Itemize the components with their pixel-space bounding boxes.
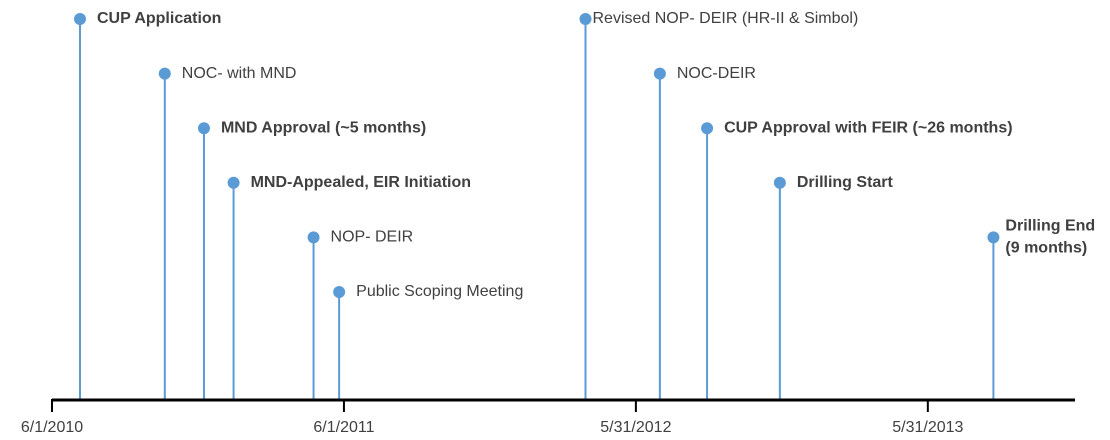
x-tick-label: 5/31/2012 [600, 419, 671, 436]
event-dot [197, 122, 210, 135]
event-dot [773, 176, 786, 189]
event-dot [701, 122, 714, 135]
event-dot [307, 231, 320, 244]
x-tick-label: 5/31/2013 [892, 419, 963, 436]
event-label: CUP Approval with FEIR (~26 months) [724, 119, 1012, 136]
event-label: NOP- DEIR [331, 229, 414, 246]
event-dot [73, 13, 86, 25]
event-dot [987, 231, 1000, 244]
event-label: MND-Appealed, EIR Initiation [251, 174, 471, 191]
event-dot [653, 67, 666, 80]
x-tick-label: 6/1/2010 [21, 419, 83, 436]
event-label: CUP Application [97, 10, 221, 27]
event-label: (9 months) [1005, 240, 1087, 257]
event-label: Public Scoping Meeting [356, 283, 523, 300]
event-label: Revised NOP- DEIR (HR-II & Simbol) [592, 10, 858, 27]
event-label: NOC- with MND [182, 65, 297, 82]
event-label: MND Approval (~5 months) [221, 119, 426, 136]
event-dot [158, 67, 171, 80]
event-dot [333, 286, 346, 298]
event-label: NOC-DEIR [677, 65, 756, 82]
event-label: Drilling End [1005, 218, 1095, 235]
event-label: Drilling Start [797, 174, 894, 191]
x-tick-label: 6/1/2011 [313, 419, 374, 436]
event-dot [227, 176, 240, 189]
event-dot [579, 13, 592, 25]
